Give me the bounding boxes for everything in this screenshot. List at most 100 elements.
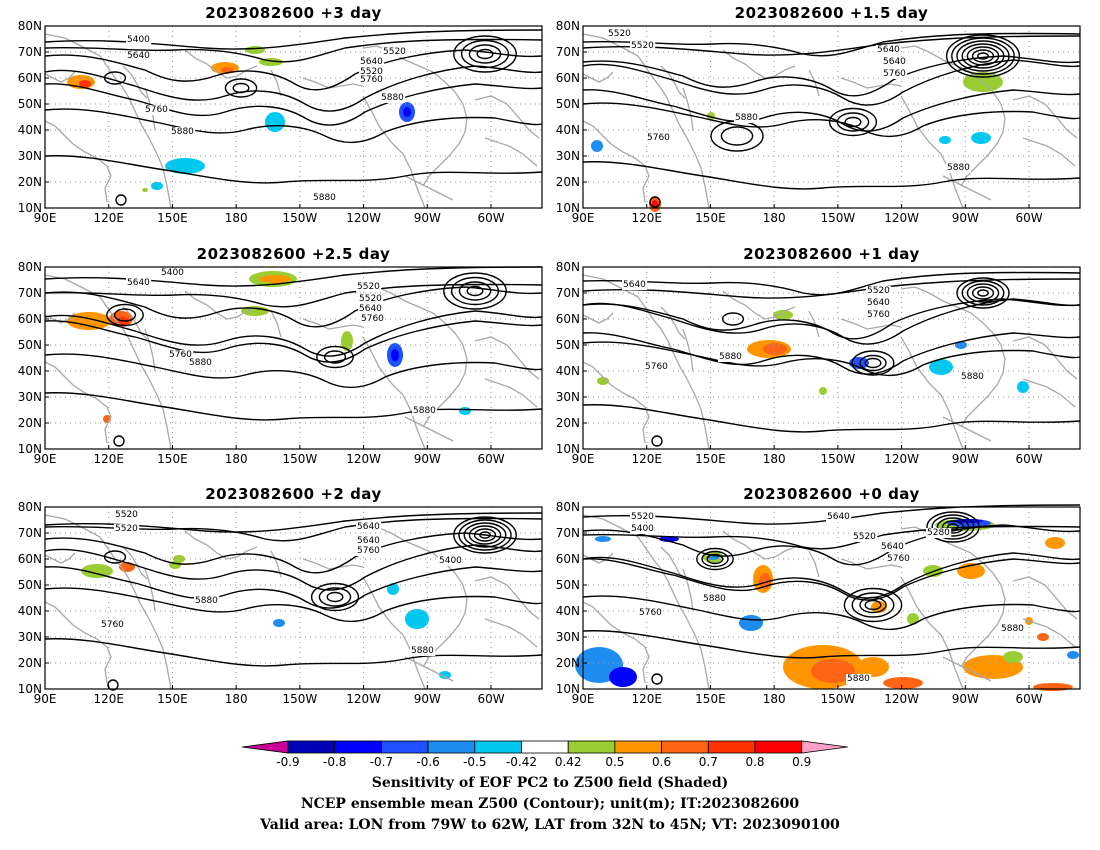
contour-line bbox=[582, 161, 1081, 190]
coastline bbox=[44, 552, 76, 564]
contour-label: 5640 bbox=[357, 522, 380, 532]
contour-line bbox=[44, 587, 543, 623]
contour-label: 5760 bbox=[101, 620, 124, 630]
panel-plus3-day: 2023082600 +3 day 5400 5520 5640 5520 5640 57… bbox=[18, 4, 543, 246]
coastline bbox=[44, 361, 112, 444]
shading-patch bbox=[1003, 651, 1023, 663]
closed-contour bbox=[956, 40, 1010, 72]
coastline bbox=[404, 175, 454, 201]
closed-contour bbox=[966, 283, 1000, 303]
shading-patch bbox=[609, 667, 637, 687]
colorbar-swatch bbox=[427, 740, 476, 754]
sensitivity-shading bbox=[67, 46, 415, 192]
y-tick-label: 80N bbox=[556, 500, 580, 514]
coastline bbox=[362, 576, 426, 690]
shading-patch bbox=[81, 564, 113, 578]
y-tick-label: 10N bbox=[18, 201, 42, 215]
x-tick-label: 150W bbox=[282, 452, 317, 466]
closed-contour bbox=[649, 196, 661, 208]
coastline bbox=[44, 601, 112, 684]
contour-line bbox=[44, 310, 543, 357]
closed-contour bbox=[956, 277, 1010, 309]
contour-line bbox=[44, 83, 543, 126]
panel-plus2-5-day: 2023082600 +2.5 day 5400 5520 5640 5520 5640… bbox=[18, 245, 543, 487]
colorbar-swatch bbox=[567, 740, 616, 754]
coastline bbox=[474, 95, 540, 139]
shading-patch bbox=[1017, 381, 1029, 393]
closed-contour bbox=[843, 587, 903, 623]
coastline bbox=[184, 530, 258, 560]
contour-label: 5400 bbox=[631, 524, 654, 534]
shading-patch bbox=[387, 583, 399, 595]
coastline bbox=[682, 87, 694, 131]
coastline bbox=[722, 290, 796, 320]
coastline bbox=[1022, 618, 1076, 648]
coastline bbox=[302, 77, 364, 89]
colorbar-tick-label: -0.8 bbox=[323, 755, 346, 769]
sensitivity-shading bbox=[575, 519, 1079, 691]
y-tick-label: 50N bbox=[18, 578, 42, 592]
x-tick-label: 90E bbox=[34, 211, 57, 225]
coastline bbox=[582, 361, 650, 444]
coastline bbox=[960, 344, 1006, 428]
x-tick-label: 60W bbox=[1015, 692, 1042, 706]
shading-patch bbox=[459, 407, 471, 415]
map-plot: 5520 5640 5520 5640 5760 5880 5760 5880 90E 120E 1… bbox=[556, 19, 1081, 225]
coastline bbox=[582, 71, 614, 83]
x-tick-label: 180 bbox=[763, 452, 786, 466]
contour-line bbox=[582, 332, 1081, 375]
x-tick-label: 120E bbox=[631, 692, 662, 706]
coastline bbox=[1022, 378, 1076, 408]
contour-label: 5760 bbox=[647, 133, 670, 143]
y-tick-label: 70N bbox=[556, 526, 580, 540]
contour-line bbox=[582, 524, 1081, 566]
x-tick-label: 90W bbox=[414, 452, 441, 466]
x-tick-label: 120E bbox=[93, 692, 124, 706]
x-tick-label: 120E bbox=[93, 211, 124, 225]
y-tick-label: 30N bbox=[18, 149, 42, 163]
closed-contour bbox=[651, 673, 663, 685]
x-tick-label: 120E bbox=[93, 452, 124, 466]
closed-contour bbox=[706, 553, 724, 565]
colorbar-tick-label: -0.6 bbox=[416, 755, 439, 769]
y-tick-label: 10N bbox=[556, 201, 580, 215]
contour-label: 5880 bbox=[171, 127, 194, 137]
y-tick-label: 50N bbox=[556, 97, 580, 111]
contour-label: 5760 bbox=[361, 314, 384, 324]
contour-labels: 5640 5520 5640 5760 5880 5760 5880 bbox=[622, 280, 986, 382]
x-tick-label: 60W bbox=[1015, 211, 1042, 225]
coastlines bbox=[582, 274, 1078, 450]
closed-contour bbox=[977, 289, 989, 297]
footer-valid-area: Valid area: LON from 79W to 62W, LAT fro… bbox=[260, 817, 840, 833]
panel-title: 2023082600 +1 day bbox=[743, 245, 920, 263]
footer-subtitle: NCEP ensemble mean Z500 (Contour); unit(… bbox=[300, 796, 800, 812]
closed-contour bbox=[103, 550, 127, 564]
shading-patch bbox=[439, 671, 451, 679]
colorbar-tick-label: 0.9 bbox=[792, 755, 811, 769]
x-tick-label: 90W bbox=[952, 452, 979, 466]
contour-line bbox=[582, 341, 1081, 377]
x-tick-label: 180 bbox=[763, 211, 786, 225]
contour-label: 5640 bbox=[360, 57, 383, 67]
shading-patch bbox=[595, 536, 611, 542]
contour-line bbox=[582, 595, 1081, 631]
closed-contour bbox=[224, 78, 258, 98]
closed-contour bbox=[926, 511, 980, 543]
footer-title: Sensitivity of EOF PC2 to Z500 field (Sh… bbox=[371, 775, 729, 791]
contour-line bbox=[44, 155, 543, 184]
y-tick-label: 30N bbox=[556, 630, 580, 644]
map-plot: 5400552056405520564057605760588058805880… bbox=[18, 19, 543, 225]
contour-label: 5760 bbox=[145, 105, 168, 115]
coastline bbox=[960, 103, 1006, 187]
closed-contour bbox=[844, 116, 862, 128]
closed-contour bbox=[450, 276, 500, 306]
contour-labels: 5520 5640 5520 5640 5760 5880 5760 5880 bbox=[607, 29, 972, 173]
shading-patch bbox=[763, 343, 787, 355]
closed-contour bbox=[696, 547, 734, 571]
contour-label: 5520 bbox=[631, 41, 654, 51]
colorbar-tick-label: 0.6 bbox=[652, 755, 671, 769]
shading-patch bbox=[857, 657, 889, 677]
coastline bbox=[122, 65, 148, 99]
colorbar-tick-label: 0.7 bbox=[699, 755, 718, 769]
